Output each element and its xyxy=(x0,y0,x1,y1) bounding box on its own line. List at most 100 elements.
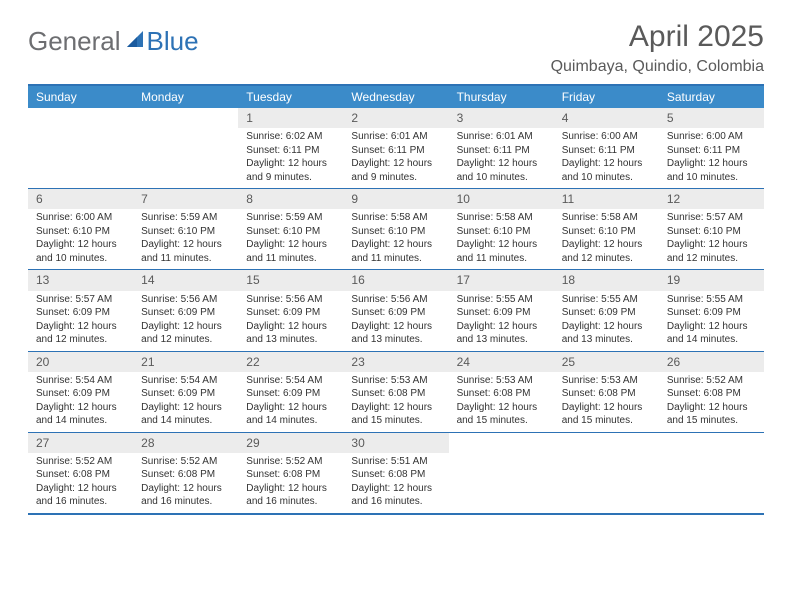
day-number: 5 xyxy=(659,108,764,128)
sunset-line: Sunset: 6:11 PM xyxy=(457,144,546,158)
weekday-saturday: Saturday xyxy=(659,86,764,108)
calendar-page: General Blue April 2025 Quimbaya, Quindi… xyxy=(0,0,792,535)
day-number: 14 xyxy=(133,270,238,290)
day-number: 3 xyxy=(449,108,554,128)
day-cell: 16Sunrise: 5:56 AMSunset: 6:09 PMDayligh… xyxy=(343,270,448,350)
day-body: Sunrise: 6:01 AMSunset: 6:11 PMDaylight:… xyxy=(449,128,554,188)
day-cell: 29Sunrise: 5:52 AMSunset: 6:08 PMDayligh… xyxy=(238,433,343,513)
sunset-line: Sunset: 6:09 PM xyxy=(141,306,230,320)
calendar-grid: SundayMondayTuesdayWednesdayThursdayFrid… xyxy=(28,84,764,515)
day-cell: 15Sunrise: 5:56 AMSunset: 6:09 PMDayligh… xyxy=(238,270,343,350)
day-body: Sunrise: 5:53 AMSunset: 6:08 PMDaylight:… xyxy=(449,372,554,432)
week-row: 6Sunrise: 6:00 AMSunset: 6:10 PMDaylight… xyxy=(28,188,764,269)
day-body: Sunrise: 6:02 AMSunset: 6:11 PMDaylight:… xyxy=(238,128,343,188)
sunset-line: Sunset: 6:10 PM xyxy=(141,225,230,239)
sunrise-line: Sunrise: 5:58 AM xyxy=(351,211,440,225)
day-cell: 30Sunrise: 5:51 AMSunset: 6:08 PMDayligh… xyxy=(343,433,448,513)
day-number: 6 xyxy=(28,189,133,209)
daylight-line: Daylight: 12 hours and 11 minutes. xyxy=(457,238,546,265)
day-cell: 7Sunrise: 5:59 AMSunset: 6:10 PMDaylight… xyxy=(133,189,238,269)
day-number: 21 xyxy=(133,352,238,372)
sunset-line: Sunset: 6:11 PM xyxy=(667,144,756,158)
day-body: Sunrise: 5:56 AMSunset: 6:09 PMDaylight:… xyxy=(238,291,343,351)
day-number: 22 xyxy=(238,352,343,372)
day-body: Sunrise: 5:58 AMSunset: 6:10 PMDaylight:… xyxy=(554,209,659,269)
day-cell: 6Sunrise: 6:00 AMSunset: 6:10 PMDaylight… xyxy=(28,189,133,269)
day-number-empty xyxy=(554,433,659,453)
daylight-line: Daylight: 12 hours and 13 minutes. xyxy=(562,320,651,347)
logo-text-blue: Blue xyxy=(147,26,199,57)
sunset-line: Sunset: 6:10 PM xyxy=(246,225,335,239)
day-cell: 19Sunrise: 5:55 AMSunset: 6:09 PMDayligh… xyxy=(659,270,764,350)
daylight-line: Daylight: 12 hours and 13 minutes. xyxy=(457,320,546,347)
day-cell: 13Sunrise: 5:57 AMSunset: 6:09 PMDayligh… xyxy=(28,270,133,350)
day-number: 26 xyxy=(659,352,764,372)
sunrise-line: Sunrise: 5:53 AM xyxy=(457,374,546,388)
sunrise-line: Sunrise: 6:01 AM xyxy=(457,130,546,144)
daylight-line: Daylight: 12 hours and 16 minutes. xyxy=(36,482,125,509)
day-cell: 12Sunrise: 5:57 AMSunset: 6:10 PMDayligh… xyxy=(659,189,764,269)
daylight-line: Daylight: 12 hours and 14 minutes. xyxy=(246,401,335,428)
day-body: Sunrise: 5:56 AMSunset: 6:09 PMDaylight:… xyxy=(133,291,238,351)
day-number: 7 xyxy=(133,189,238,209)
day-cell: 24Sunrise: 5:53 AMSunset: 6:08 PMDayligh… xyxy=(449,352,554,432)
day-body: Sunrise: 5:52 AMSunset: 6:08 PMDaylight:… xyxy=(238,453,343,513)
sunset-line: Sunset: 6:09 PM xyxy=(457,306,546,320)
day-cell: 14Sunrise: 5:56 AMSunset: 6:09 PMDayligh… xyxy=(133,270,238,350)
daylight-line: Daylight: 12 hours and 9 minutes. xyxy=(246,157,335,184)
day-body: Sunrise: 5:57 AMSunset: 6:09 PMDaylight:… xyxy=(28,291,133,351)
sunrise-line: Sunrise: 5:55 AM xyxy=(457,293,546,307)
sunrise-line: Sunrise: 5:54 AM xyxy=(141,374,230,388)
sunrise-line: Sunrise: 5:52 AM xyxy=(36,455,125,469)
day-number: 18 xyxy=(554,270,659,290)
weekday-friday: Friday xyxy=(554,86,659,108)
sunrise-line: Sunrise: 5:57 AM xyxy=(667,211,756,225)
daylight-line: Daylight: 12 hours and 11 minutes. xyxy=(141,238,230,265)
logo-sail-icon xyxy=(125,29,145,54)
sunrise-line: Sunrise: 5:59 AM xyxy=(246,211,335,225)
sunset-line: Sunset: 6:10 PM xyxy=(667,225,756,239)
day-body: Sunrise: 5:52 AMSunset: 6:08 PMDaylight:… xyxy=(28,453,133,513)
day-body: Sunrise: 5:53 AMSunset: 6:08 PMDaylight:… xyxy=(343,372,448,432)
sunrise-line: Sunrise: 5:52 AM xyxy=(246,455,335,469)
daylight-line: Daylight: 12 hours and 15 minutes. xyxy=(667,401,756,428)
daylight-line: Daylight: 12 hours and 16 minutes. xyxy=(351,482,440,509)
sunset-line: Sunset: 6:08 PM xyxy=(457,387,546,401)
sunset-line: Sunset: 6:09 PM xyxy=(351,306,440,320)
day-body: Sunrise: 5:59 AMSunset: 6:10 PMDaylight:… xyxy=(238,209,343,269)
day-number: 4 xyxy=(554,108,659,128)
day-cell: 3Sunrise: 6:01 AMSunset: 6:11 PMDaylight… xyxy=(449,108,554,188)
daylight-line: Daylight: 12 hours and 14 minutes. xyxy=(667,320,756,347)
day-body: Sunrise: 5:58 AMSunset: 6:10 PMDaylight:… xyxy=(343,209,448,269)
week-row: 27Sunrise: 5:52 AMSunset: 6:08 PMDayligh… xyxy=(28,432,764,513)
sunrise-line: Sunrise: 5:51 AM xyxy=(351,455,440,469)
daylight-line: Daylight: 12 hours and 15 minutes. xyxy=(457,401,546,428)
daylight-line: Daylight: 12 hours and 16 minutes. xyxy=(141,482,230,509)
sunset-line: Sunset: 6:09 PM xyxy=(667,306,756,320)
day-number-empty xyxy=(449,433,554,453)
logo: General Blue xyxy=(28,26,199,57)
day-cell-empty xyxy=(554,433,659,513)
sunrise-line: Sunrise: 6:02 AM xyxy=(246,130,335,144)
daylight-line: Daylight: 12 hours and 13 minutes. xyxy=(246,320,335,347)
day-cell-empty xyxy=(659,433,764,513)
day-body: Sunrise: 5:55 AMSunset: 6:09 PMDaylight:… xyxy=(659,291,764,351)
day-body: Sunrise: 6:00 AMSunset: 6:11 PMDaylight:… xyxy=(554,128,659,188)
day-number: 28 xyxy=(133,433,238,453)
sunset-line: Sunset: 6:11 PM xyxy=(562,144,651,158)
day-cell-empty xyxy=(133,108,238,188)
day-number: 20 xyxy=(28,352,133,372)
day-cell: 9Sunrise: 5:58 AMSunset: 6:10 PMDaylight… xyxy=(343,189,448,269)
day-cell: 22Sunrise: 5:54 AMSunset: 6:09 PMDayligh… xyxy=(238,352,343,432)
daylight-line: Daylight: 12 hours and 12 minutes. xyxy=(36,320,125,347)
daylight-line: Daylight: 12 hours and 10 minutes. xyxy=(562,157,651,184)
day-body: Sunrise: 5:52 AMSunset: 6:08 PMDaylight:… xyxy=(659,372,764,432)
day-cell: 17Sunrise: 5:55 AMSunset: 6:09 PMDayligh… xyxy=(449,270,554,350)
weekday-thursday: Thursday xyxy=(449,86,554,108)
day-body: Sunrise: 5:58 AMSunset: 6:10 PMDaylight:… xyxy=(449,209,554,269)
day-cell: 27Sunrise: 5:52 AMSunset: 6:08 PMDayligh… xyxy=(28,433,133,513)
day-number-empty xyxy=(659,433,764,453)
daylight-line: Daylight: 12 hours and 12 minutes. xyxy=(667,238,756,265)
day-cell-empty xyxy=(449,433,554,513)
daylight-line: Daylight: 12 hours and 10 minutes. xyxy=(36,238,125,265)
